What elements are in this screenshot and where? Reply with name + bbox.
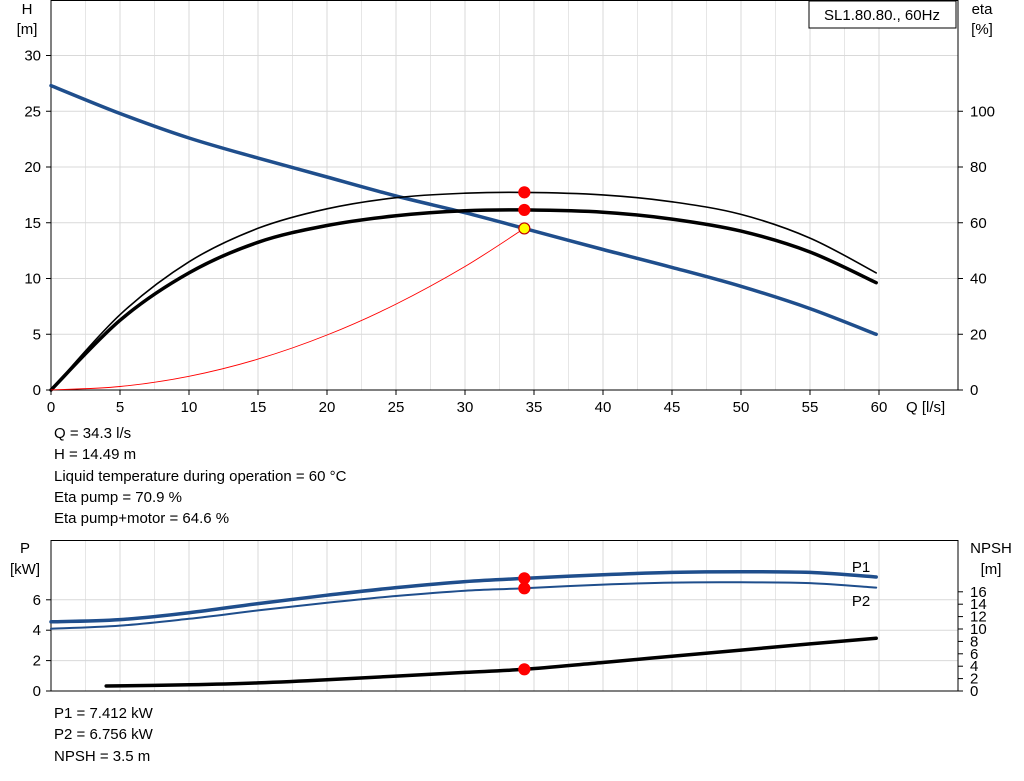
power-plot-frame	[50, 540, 959, 692]
head-series-eta-pump-motor	[49, 208, 878, 392]
power-y-tick-label: 4	[33, 622, 41, 639]
legend-p2: P2	[852, 593, 870, 610]
power-y2-tick-label: 12	[970, 609, 987, 626]
head-series-eta-pump	[50, 191, 877, 391]
eta-axis-unit: [%]	[971, 21, 993, 38]
power-y2-tick-label: 4	[970, 658, 978, 675]
head-operating-point	[518, 222, 531, 235]
x-axis-label: Q [l/s]	[906, 399, 945, 416]
info-p1: P1 = 7.412 kW	[54, 705, 153, 722]
head-y-tick-label: 10	[24, 271, 41, 288]
head-x-tick-label: 35	[526, 399, 543, 416]
chart-title-box	[808, 0, 957, 29]
head-x-tick-label: 15	[250, 399, 267, 416]
power-y2-tick-label: 16	[970, 584, 987, 601]
legend-p1: P1	[852, 559, 870, 576]
power-operating-point	[518, 582, 531, 595]
power-operating-point	[518, 663, 531, 676]
power-y2-tick-label: 14	[970, 596, 987, 613]
power-y-tick-label: 2	[33, 653, 41, 670]
power-y2-tick-label: 2	[970, 671, 978, 688]
power-y2-tick-label: 0	[970, 683, 978, 700]
head-y2-tick-label: 100	[970, 103, 995, 120]
power-series-P1	[49, 569, 878, 624]
info-liquid-temperature: Liquid temperature during operation = 60…	[54, 467, 347, 485]
head-series-system-curve	[50, 227, 525, 391]
head-series-H	[49, 83, 878, 337]
power-y-axis-label: P	[20, 540, 30, 557]
head-plot-frame	[50, 0, 959, 391]
npsh-axis-label: NPSH	[970, 540, 1012, 557]
head-y2-tick-label: 80	[970, 159, 987, 176]
head-x-tick-label: 60	[871, 399, 888, 416]
head-y-tick-label: 25	[24, 103, 41, 120]
head-x-tick-label: 5	[116, 399, 124, 416]
head-x-tick-label: 45	[664, 399, 681, 416]
head-y-tick-label: 15	[24, 215, 41, 232]
head-y-tick-label: 5	[33, 326, 41, 343]
power-y2-tick-label: 8	[970, 633, 978, 650]
head-y-tick-label: 30	[24, 48, 41, 65]
head-x-tick-label: 25	[388, 399, 405, 416]
power-y2-tick-label: 10	[970, 621, 987, 638]
head-y2-tick-label: 20	[970, 326, 987, 343]
head-y-tick-label: 20	[24, 159, 41, 176]
head-y2-tick-label: 0	[970, 382, 978, 399]
head-x-tick-label: 10	[181, 399, 198, 416]
info-eta-pump: Eta pump = 70.9 %	[54, 488, 182, 506]
power-y-tick-label: 6	[33, 592, 41, 609]
head-y-axis-unit: [m]	[17, 21, 38, 38]
power-y-axis-unit: [kW]	[10, 561, 40, 578]
info-head: H = 14.49 m	[54, 446, 137, 464]
head-y-tick-label: 0	[33, 382, 41, 399]
head-y-axis-label: H	[22, 1, 33, 18]
head-x-tick-label: 50	[733, 399, 750, 416]
eta-axis-label: eta	[972, 1, 994, 18]
head-x-tick-label: 20	[319, 399, 336, 416]
head-operating-point	[518, 186, 531, 199]
head-y2-tick-label: 60	[970, 215, 987, 232]
npsh-axis-unit: [m]	[981, 561, 1002, 578]
power-y-tick-label: 0	[33, 683, 41, 700]
power-info: P1 = 7.412 kW P2 = 6.756 kW NPSH = 3.5 m	[54, 703, 153, 767]
head-x-tick-label: 30	[457, 399, 474, 416]
head-operating-point	[518, 203, 531, 217]
info-p2: P2 = 6.756 kW	[54, 726, 153, 744]
info-flow: Q = 34.3 l/s	[54, 425, 132, 442]
power-operating-point	[518, 572, 531, 585]
head-x-tick-label: 0	[47, 399, 55, 416]
chart-title: SL1.80.80., 60Hz	[824, 7, 940, 24]
info-eta-pump-motor: Eta pump+motor = 64.6 %	[54, 510, 230, 528]
head-y2-tick-label: 40	[970, 271, 987, 288]
power-series-NPSH	[104, 636, 878, 688]
power-series-P2	[50, 581, 878, 630]
head-x-tick-label: 55	[802, 399, 819, 416]
head-x-tick-label: 40	[595, 399, 612, 416]
power-y2-tick-label: 6	[970, 646, 978, 663]
operating-point-info: Q = 34.3 l/s H = 14.49 m Liquid temperat…	[54, 423, 346, 529]
info-npsh: NPSH = 3.5 m	[54, 747, 151, 765]
